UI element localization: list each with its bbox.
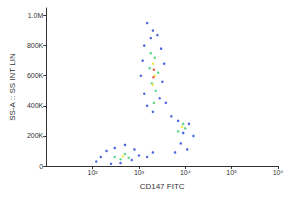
svg-text:200K: 200K [27,132,44,139]
svg-text:10⁵: 10⁵ [226,169,237,176]
svg-text:10⁴: 10⁴ [180,169,191,176]
svg-text:10⁶: 10⁶ [273,169,284,176]
svg-text:1.0M: 1.0M [28,12,44,19]
svg-text:SS-A :: SS INT LIN: SS-A :: SS INT LIN [8,53,17,121]
svg-text:0: 0 [39,163,43,170]
svg-text:800K: 800K [27,42,44,49]
svg-text:CD147 FITC: CD147 FITC [140,182,185,191]
svg-text:400K: 400K [27,102,44,109]
svg-text:10²: 10² [88,169,99,176]
svg-text:600K: 600K [27,72,44,79]
svg-text:10³: 10³ [134,169,145,176]
